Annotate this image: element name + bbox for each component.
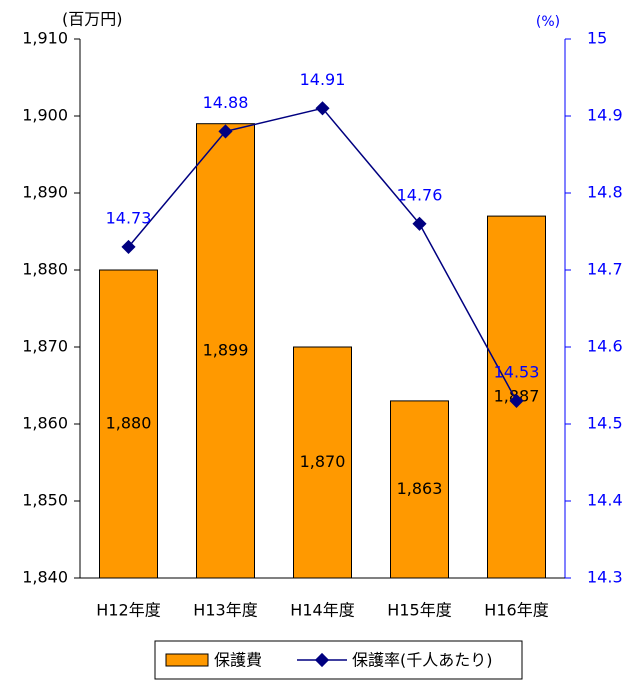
y2-tick-label: 14.9 <box>587 106 623 125</box>
marker <box>412 216 427 231</box>
y-tick-label: 1,910 <box>22 29 68 48</box>
marker <box>218 124 233 139</box>
bar-value-label: 1,880 <box>106 414 152 433</box>
marker <box>509 393 524 408</box>
line-value-label: 14.73 <box>106 208 152 227</box>
y2-tick-label: 14.4 <box>587 491 623 510</box>
legend-label: 保護費 <box>214 651 262 670</box>
legend-marker <box>314 652 330 668</box>
y2-tick-label: 15 <box>587 29 607 48</box>
bar <box>196 123 255 579</box>
x-tick-label: H15年度 <box>387 601 451 620</box>
y2-unit-label: (%) <box>536 14 560 30</box>
y-tick-label: 1,870 <box>22 337 68 356</box>
x-tick-label: H12年度 <box>96 601 160 620</box>
y2-tick-label: 14.7 <box>587 260 623 279</box>
y-tick-label: 1,840 <box>22 568 68 587</box>
y-tick-label: 1,890 <box>22 183 68 202</box>
y2-tick-label: 14.6 <box>587 337 623 356</box>
y-tick-label: 1,900 <box>22 106 68 125</box>
y-tick-label: 1,880 <box>22 260 68 279</box>
y2-tick-label: 14.3 <box>587 568 623 587</box>
bar <box>99 269 158 579</box>
line-value-label: 14.53 <box>494 362 540 381</box>
bar-value-label: 1,870 <box>300 452 346 471</box>
bar-value-label: 1,863 <box>397 479 443 498</box>
y-tick-label: 1,860 <box>22 414 68 433</box>
y-unit-label: (百万円) <box>62 10 123 29</box>
x-tick-label: H13年度 <box>193 601 257 620</box>
y2-tick-label: 14.8 <box>587 183 623 202</box>
x-tick-label: H14年度 <box>290 601 354 620</box>
legend-label: 保護率(千人あたり) <box>352 651 493 670</box>
line-value-label: 14.76 <box>397 185 443 204</box>
bar <box>390 400 449 579</box>
bar-value-label: 1,899 <box>203 340 249 359</box>
marker <box>315 101 330 116</box>
line-value-label: 14.88 <box>203 93 249 112</box>
y-tick-label: 1,850 <box>22 491 68 510</box>
legend-swatch <box>165 653 209 667</box>
bar <box>293 346 352 579</box>
x-tick-label: H16年度 <box>484 601 548 620</box>
line-value-label: 14.91 <box>300 70 346 89</box>
y2-tick-label: 14.5 <box>587 414 623 433</box>
